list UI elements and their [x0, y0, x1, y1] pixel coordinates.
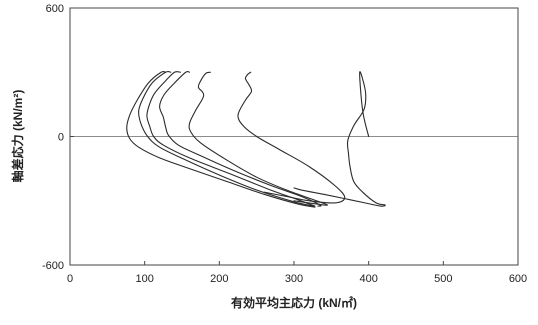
series-layer — [126, 70, 386, 208]
x-tick-label: 400 — [359, 273, 377, 285]
series-line-2 — [237, 71, 346, 204]
y-tick-label: 0 — [58, 132, 64, 144]
y-tick-label: -600 — [42, 260, 64, 272]
series-line-5 — [146, 71, 316, 207]
series-line-6 — [138, 70, 314, 207]
y-tick-label: 600 — [46, 3, 64, 15]
x-tick-label: 0 — [67, 273, 73, 285]
series-line-4 — [159, 70, 322, 207]
label-layer: 有効平均主応力 (kN/㎡) 軸差応力 (kN/m²) — [10, 90, 357, 310]
x-tick-label: 200 — [210, 273, 228, 285]
x-tick-label: 600 — [509, 273, 527, 285]
x-tick-label: 300 — [285, 273, 303, 285]
series-line-3 — [188, 71, 329, 206]
series-line-1 — [293, 71, 386, 207]
x-axis-title: 有効平均主応力 (kN/㎡) — [231, 295, 357, 310]
y-axis-title: 軸差応力 (kN/m²) — [10, 90, 25, 183]
x-tick-label: 500 — [434, 273, 452, 285]
x-tick-label: 100 — [135, 273, 153, 285]
series-line-7 — [126, 70, 316, 208]
